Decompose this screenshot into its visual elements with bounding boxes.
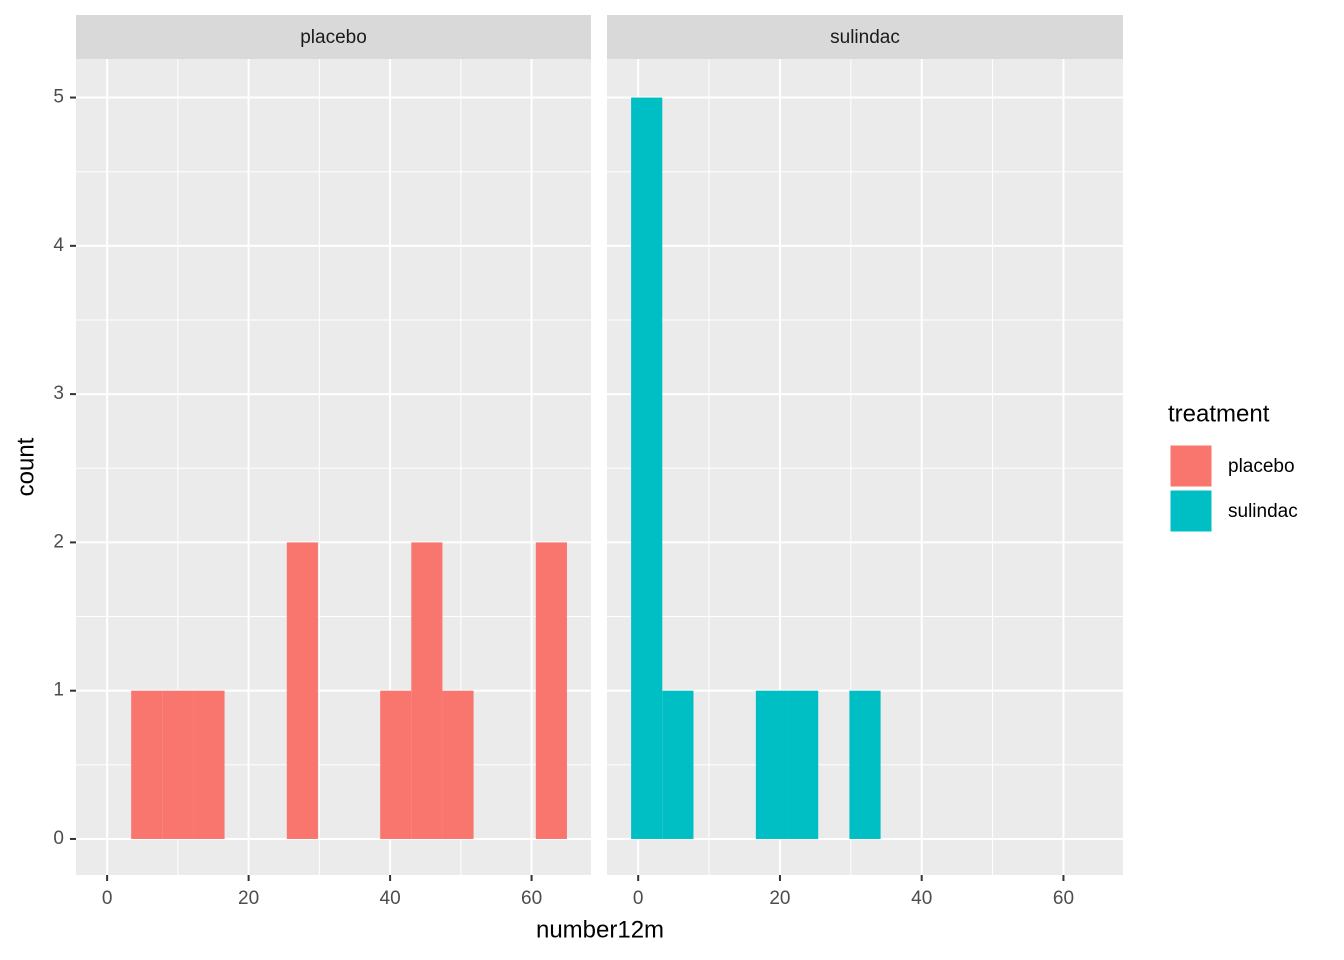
legend-key [1169, 444, 1213, 488]
histogram-bar [849, 690, 881, 839]
x-tick-label: 60 [521, 888, 542, 909]
histogram-bar [193, 690, 225, 839]
histogram-bar [662, 690, 694, 839]
x-axis-title: number12m [536, 916, 664, 943]
histogram-bar [535, 542, 567, 839]
x-tick-label: 60 [1053, 888, 1074, 909]
x-tick-label: 0 [633, 888, 644, 909]
histogram-bar [787, 690, 819, 839]
histogram-bar [411, 542, 443, 839]
legend-key [1169, 489, 1213, 533]
y-tick-label: 2 [53, 531, 64, 552]
legend-title: treatment [1168, 400, 1270, 427]
x-tick-label: 40 [911, 888, 932, 909]
x-tick-label: 40 [380, 888, 401, 909]
y-tick-label: 3 [53, 383, 64, 404]
histogram-bar [380, 690, 412, 839]
legend-label: placebo [1228, 456, 1295, 477]
y-tick-label: 5 [53, 87, 64, 108]
y-tick-label: 0 [53, 828, 64, 849]
histogram-bar [286, 542, 318, 839]
legend-label: sulindac [1228, 501, 1298, 522]
histogram-bar [755, 690, 788, 839]
facet-label: sulindac [830, 27, 900, 48]
facet-strip [607, 15, 1123, 59]
histogram-bar [442, 690, 474, 839]
histogram-bar [631, 97, 663, 839]
x-tick-label: 20 [769, 888, 790, 909]
x-tick-label: 20 [238, 888, 259, 909]
x-tick-label: 0 [102, 888, 113, 909]
histogram-bar [131, 690, 163, 839]
y-tick-label: 4 [53, 235, 64, 256]
facet-label: placebo [300, 27, 367, 48]
histogram-bar [162, 690, 194, 839]
y-tick-label: 1 [53, 680, 64, 701]
facet-strip [76, 15, 591, 59]
y-axis-title: count [12, 437, 39, 496]
